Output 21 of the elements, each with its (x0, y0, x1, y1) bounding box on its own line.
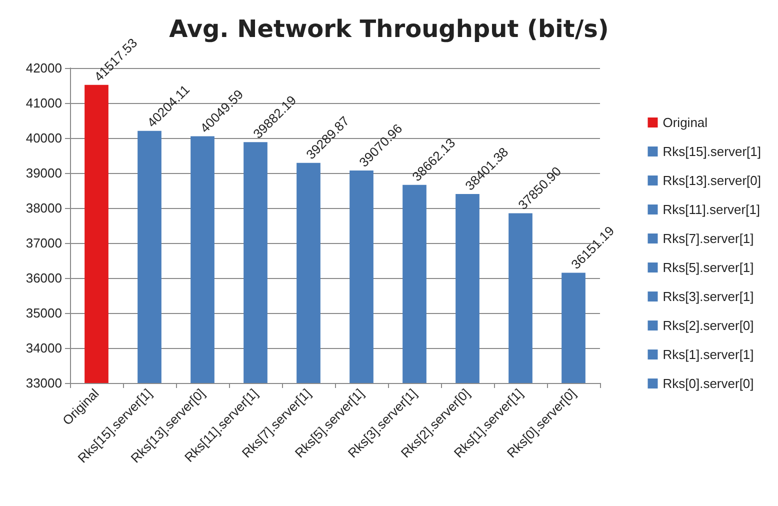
y-tick-label: 34000 (26, 340, 62, 356)
legend-label: Rks[15].server[1] (662, 144, 762, 159)
legend-label: Rks[11].server[1] (662, 202, 760, 217)
y-tick-label: 38000 (26, 200, 62, 216)
y-tick-label: 40000 (26, 130, 62, 146)
y-tick-label: 42000 (26, 60, 62, 76)
chart-title: Avg. Network Throughput (bit/s) (169, 15, 609, 43)
legend-label: Rks[7].server[1] (662, 231, 754, 246)
legend-label: Rks[1].server[1] (662, 347, 754, 362)
y-tick-label: 36000 (26, 270, 62, 286)
legend-label: Rks[3].server[1] (662, 289, 754, 304)
legend-label: Rks[0].server[0] (662, 376, 754, 391)
y-tick-label: 41000 (26, 96, 62, 110)
y-tick-label: 37000 (26, 236, 62, 250)
legend-label: Rks[13].server[0] (662, 173, 762, 188)
y-tick-label: 35000 (26, 306, 62, 320)
y-tick-label: 39000 (26, 166, 62, 180)
legend-label: Original (662, 115, 708, 130)
legend-label: Rks[2].server[0] (662, 318, 754, 333)
y-tick-label: 33000 (26, 376, 62, 390)
legend-label: Rks[5].server[1] (662, 260, 754, 275)
